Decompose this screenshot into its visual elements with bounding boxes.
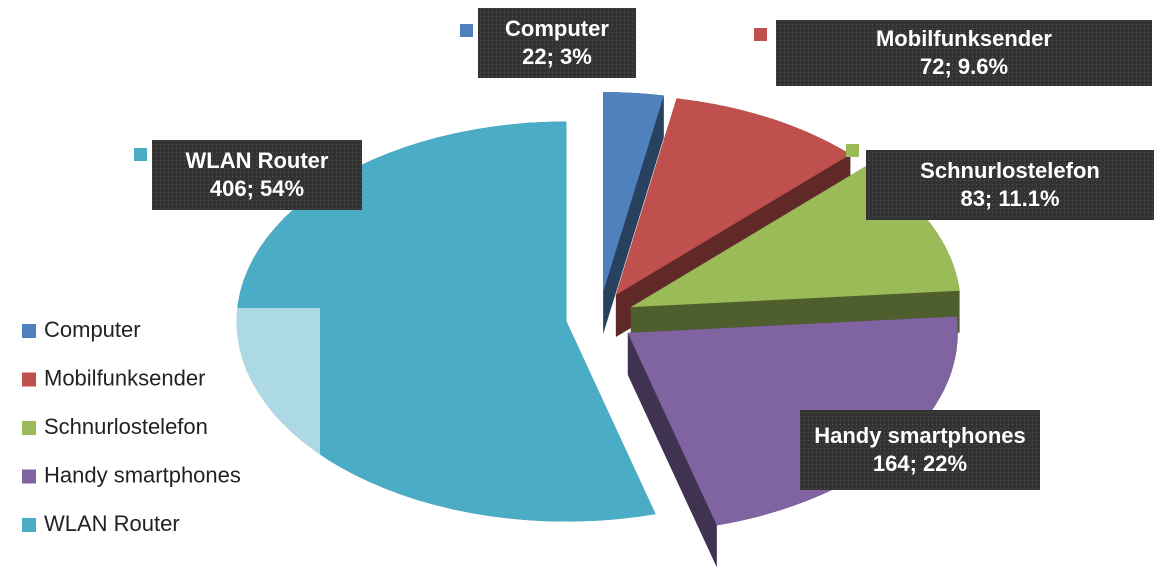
legend-label: Computer (44, 317, 141, 342)
label-box (152, 140, 362, 210)
legend-swatch (22, 372, 36, 387)
legend-label: Mobilfunksender (44, 365, 205, 390)
label-marker (460, 24, 473, 37)
label-value: 72; 9.6% (920, 54, 1008, 79)
label-value: 22; 3% (522, 44, 592, 69)
label-box (776, 20, 1152, 86)
legend-swatch (22, 469, 36, 484)
legend-box (10, 308, 320, 550)
label-marker (134, 148, 147, 161)
label-category: Handy smartphones (814, 423, 1026, 448)
label-value: 406; 54% (210, 176, 304, 201)
label-box (866, 150, 1154, 220)
label-value: 83; 11.1% (960, 186, 1059, 211)
label-box (478, 8, 636, 78)
label-marker (754, 28, 767, 41)
legend-swatch (22, 324, 36, 338)
legend-label: Schnurlostelefon (44, 414, 208, 439)
slice (236, 121, 656, 522)
label-box (800, 410, 1040, 490)
label-category: WLAN Router (186, 148, 329, 173)
label-value: 164; 22% (873, 451, 967, 476)
slice (615, 98, 851, 296)
legend: Computer Mobilfunksender Schnurlostelefon H… (10, 308, 320, 550)
legend-label: WLAN Router (44, 511, 180, 536)
label-marker (846, 144, 859, 157)
legend-swatch (22, 518, 36, 532)
label-marker (780, 402, 793, 415)
label-category: Computer (505, 16, 609, 41)
slice (627, 316, 958, 526)
legend-label: Handy smartphones (44, 462, 241, 487)
slice (603, 92, 664, 293)
legend-swatch (22, 421, 36, 435)
label-category: Schnurlostelefon (920, 158, 1100, 183)
label-category: Mobilfunksender (876, 26, 1052, 51)
